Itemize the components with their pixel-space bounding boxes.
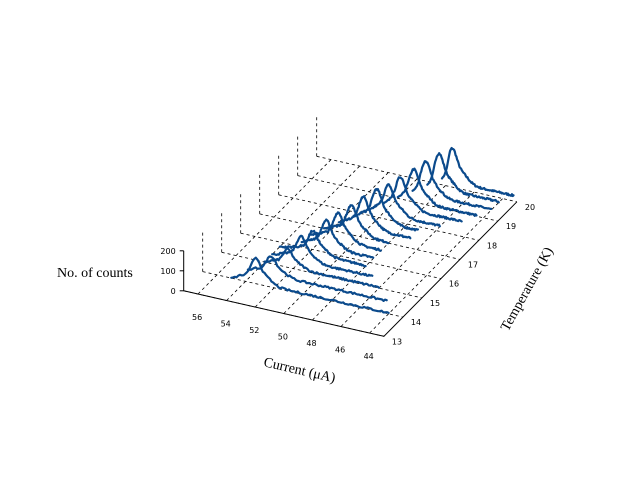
x-tick-label: 54 [221, 320, 231, 329]
trace-17.8K [352, 188, 419, 232]
trace-17.4K [337, 195, 412, 240]
y-tick-label: 19 [506, 222, 516, 231]
x-tick-label: 44 [364, 352, 374, 361]
x-tick-label: 52 [249, 326, 259, 335]
floor-grid-current-48 [312, 185, 446, 321]
floor-grid-current-46 [340, 191, 475, 327]
floor-grid-temperature-16 [240, 232, 441, 279]
y-tick-label: 17 [468, 260, 478, 269]
trace-16.2K [300, 218, 375, 259]
y-tick-label: 15 [430, 299, 440, 308]
floor-grid-temperature-20 [316, 155, 517, 203]
y-tick-label: 13 [392, 337, 402, 346]
trace-14K [230, 256, 390, 314]
floor-grid-current-44 [369, 198, 503, 334]
trace-19K [396, 167, 478, 217]
floor-grid-temperature-18 [278, 194, 479, 241]
floor-axes [183, 201, 518, 337]
trace-15.4K [271, 234, 374, 277]
trace-16.6K [308, 211, 382, 252]
x-tick-label: 48 [306, 339, 316, 348]
trace-19.4K [411, 160, 493, 210]
floor-grid-temperature-17 [259, 213, 460, 260]
trace-19.8K [426, 152, 500, 204]
trace-18.2K [367, 183, 441, 228]
z-axis-label: No. of counts [57, 266, 133, 281]
y-axis-label: Temperature (K) [498, 245, 557, 334]
trace-20.2K [440, 146, 515, 198]
floor-grid-current-56 [197, 159, 332, 295]
floor-grid-temperature-19 [297, 175, 498, 222]
floor-grid-current-54 [226, 165, 360, 301]
x-tick-label: 56 [192, 313, 202, 322]
y-tick-label: 18 [487, 241, 497, 250]
trace-17K [323, 204, 390, 245]
y-tick-label: 16 [449, 280, 459, 289]
x-tick-label: 46 [335, 346, 345, 355]
trace-14.5K [246, 255, 388, 302]
y-tick-label: 14 [411, 318, 421, 327]
y-tick-label: 20 [525, 203, 535, 212]
z-tick-label: 100 [160, 267, 175, 276]
trace-15K [263, 247, 381, 289]
x-tick-label: 50 [278, 333, 288, 342]
trace-layer [230, 146, 515, 314]
z-tick-label: 0 [171, 287, 176, 296]
floor-grid-current-50 [283, 178, 418, 314]
x-axis-label: Current (μA) [262, 355, 337, 386]
z-tick-label: 200 [160, 247, 175, 256]
trace-18.6K [382, 176, 463, 223]
